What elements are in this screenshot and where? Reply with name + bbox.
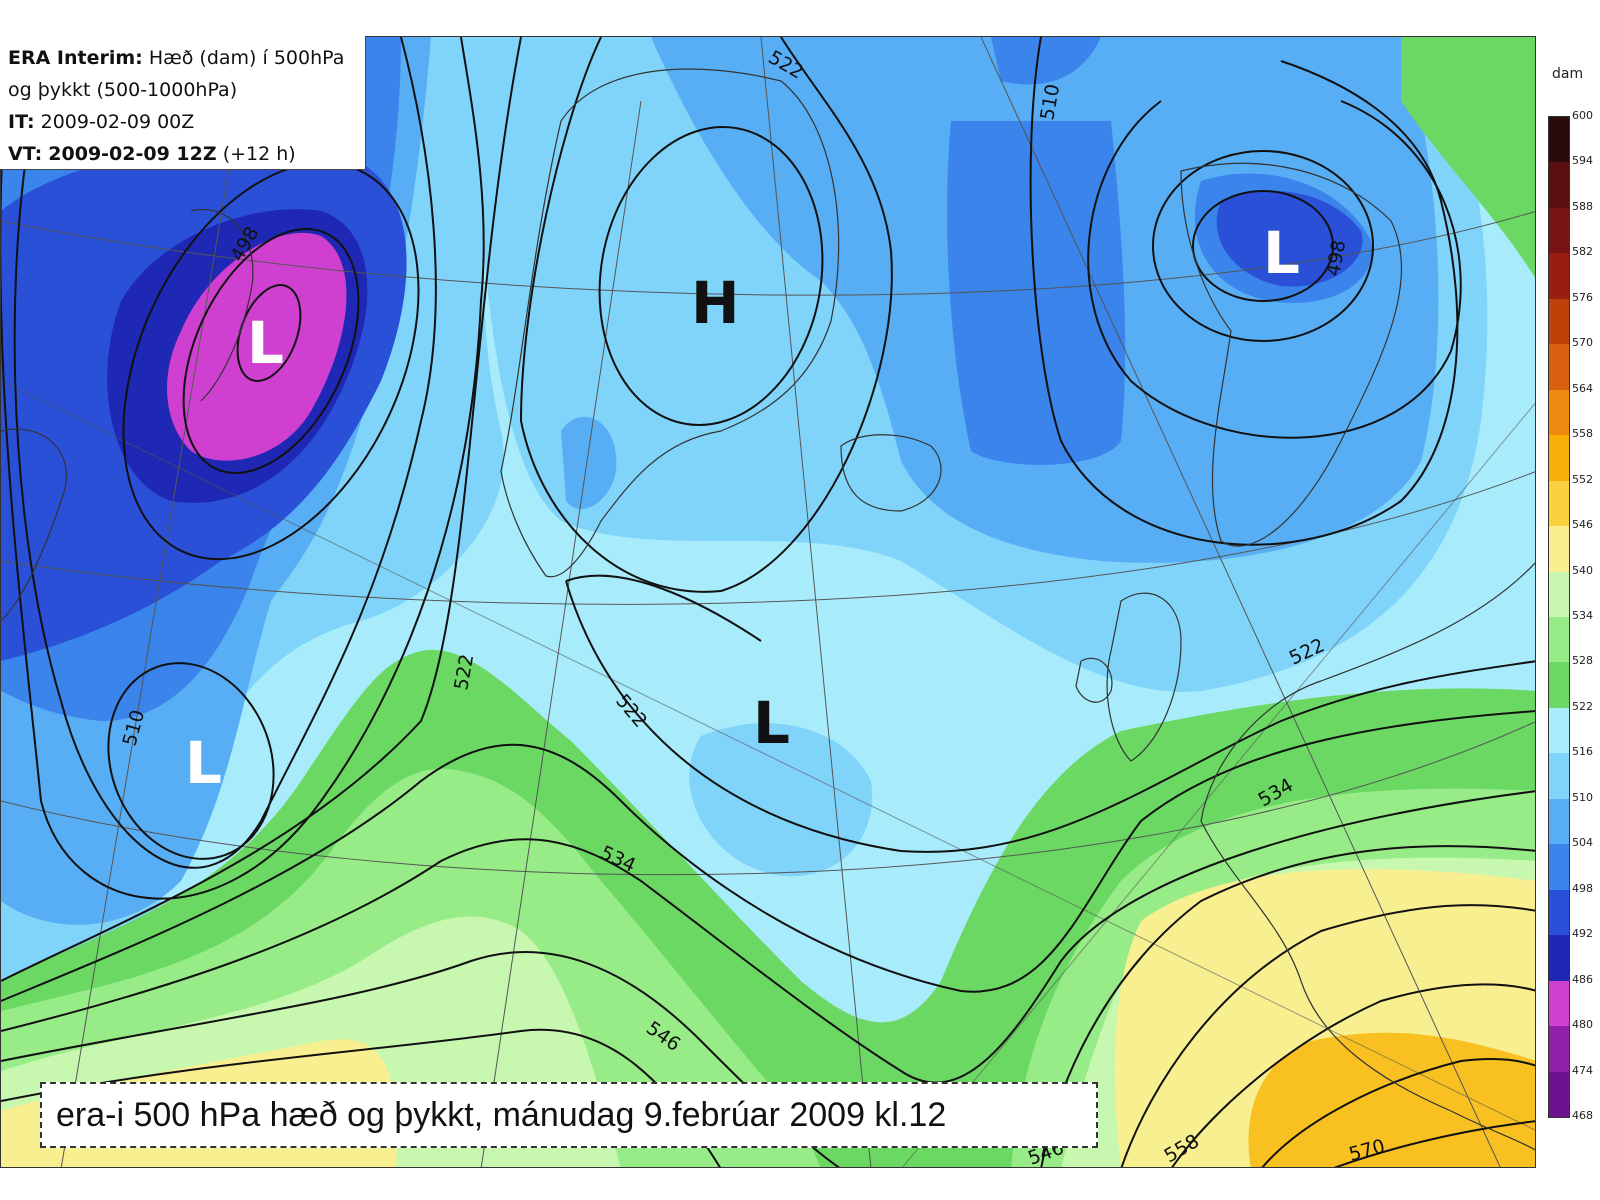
legend-swatch	[1549, 707, 1569, 754]
legend-swatch	[1549, 344, 1569, 390]
legend-tick-label: 552	[1572, 472, 1593, 486]
legend-swatch	[1549, 798, 1569, 845]
field-510-greenland	[561, 416, 617, 510]
legend-tick-label: 600	[1572, 109, 1593, 122]
coast-greenland	[500, 68, 840, 578]
field-528-ne	[1401, 37, 1535, 278]
legend-swatch	[1549, 616, 1569, 663]
legend-swatch	[1549, 980, 1569, 1027]
contour-516-sw	[107, 662, 275, 860]
low-symbol: L	[247, 309, 284, 377]
caption-text: era-i 500 hPa hæð og þykkt, mánudag 9.fe…	[56, 1096, 947, 1134]
legend-tick-label: 570	[1572, 336, 1593, 350]
legend-swatch	[1549, 162, 1569, 208]
info-box: ERA Interim: Hæð (dam) í 500hPa og þykkt…	[0, 36, 366, 170]
legend-tick-label: 498	[1572, 881, 1593, 895]
low-symbol: L	[1263, 219, 1300, 287]
legend-tick-label: 504	[1572, 836, 1593, 850]
contour-510-north	[1029, 37, 1459, 546]
height-contours	[1, 37, 1535, 1167]
legend-tick-label: 480	[1572, 1018, 1593, 1032]
map-panel: 522 510 498 522 522 534 546 498 522 534 …	[0, 36, 1536, 1168]
coast-ireland	[1075, 657, 1113, 703]
legend-tick-label: 468	[1572, 1109, 1593, 1122]
legend-swatch	[1549, 480, 1569, 527]
coast-britain	[1106, 592, 1182, 762]
legend-swatch	[1549, 889, 1569, 936]
legend-swatch	[1549, 753, 1569, 799]
legend-swatch	[1549, 662, 1569, 708]
contour-558-east	[1171, 983, 1535, 1167]
legend-swatch	[1549, 207, 1569, 254]
info-line-it: IT: 2009-02-09 00Z	[8, 111, 195, 133]
legend-swatch	[1549, 526, 1569, 572]
legend-tick-label: 486	[1572, 972, 1593, 986]
coastlines	[1, 68, 1535, 1151]
legend-tick-label: 522	[1572, 699, 1593, 713]
coast-europe	[1200, 562, 1535, 1151]
legend-swatch	[1549, 298, 1569, 345]
legend-swatch	[1549, 571, 1569, 617]
legend-swatch	[1549, 117, 1569, 163]
contour-492	[182, 227, 360, 475]
map-canvas: 522 510 498 522 522 534 546 498 522 534 …	[1, 37, 1535, 1167]
contour-H	[598, 126, 824, 426]
field-504-north	[991, 37, 1101, 85]
legend-swatch	[1549, 253, 1569, 299]
coast-baffin	[190, 208, 254, 402]
legend-tick-label: 516	[1572, 745, 1593, 759]
high-symbol: H	[691, 269, 740, 337]
legend-unit: dam	[1552, 66, 1584, 82]
contour-498	[122, 161, 420, 561]
legend-swatch	[1549, 435, 1569, 481]
legend-tick-label: 510	[1572, 790, 1593, 804]
coast-canada	[1, 428, 67, 622]
legend-swatch	[1549, 935, 1569, 981]
legend-tick-label: 528	[1572, 654, 1593, 668]
legend-swatch	[1549, 1071, 1569, 1117]
contour-552-east	[1120, 904, 1535, 1167]
caption-box: era-i 500 hPa hæð og þykkt, mánudag 9.fe…	[40, 1082, 1098, 1148]
contour-498-scand	[1192, 190, 1334, 302]
legend-tick-label: 594	[1572, 154, 1593, 168]
info-line-1: ERA Interim: Hæð (dam) í 500hPa	[8, 47, 345, 69]
legend-tick-label: 564	[1572, 381, 1593, 395]
contour-522-central	[565, 580, 1535, 853]
color-legend	[1548, 116, 1570, 1118]
legend-tick-label: 492	[1572, 927, 1593, 941]
legend-tick-label: 588	[1572, 199, 1593, 213]
contour-516-greenland	[519, 37, 893, 593]
field-516-central	[689, 723, 873, 877]
contour-546	[1, 1028, 721, 1167]
legend-swatch	[1549, 1026, 1569, 1072]
low-symbol: L	[753, 689, 790, 757]
legend-tick-label: 546	[1572, 518, 1593, 532]
contour-522-loop	[565, 574, 762, 642]
contour-522-west	[1, 37, 522, 982]
info-line-2: og þykkt (500-1000hPa)	[8, 79, 238, 101]
field-486	[167, 232, 347, 461]
legend-tick-label: 558	[1572, 427, 1593, 441]
legend-tick-label: 540	[1572, 563, 1593, 577]
low-symbol: L	[185, 729, 222, 797]
legend-swatch	[1549, 844, 1569, 890]
contour-570-east	[1333, 1120, 1535, 1167]
coast-scandinavia	[1180, 162, 1403, 547]
coast-iceland	[840, 434, 942, 512]
legend-tick-label: 534	[1572, 609, 1593, 622]
legend-swatch	[1549, 389, 1569, 436]
info-line-vt: VT: 2009-02-09 12Z (+12 h)	[8, 143, 296, 165]
contour-534	[1, 790, 1535, 1084]
field-498-scand	[1216, 191, 1363, 287]
contour-504-scand	[1152, 150, 1374, 342]
contour-516-scand	[1087, 100, 1462, 439]
contour-546-east	[1040, 845, 1535, 1167]
legend-tick-label: 576	[1572, 290, 1593, 304]
contour-510-west	[1, 37, 485, 900]
legend-tick-label: 474	[1572, 1063, 1593, 1077]
legend-tick-label: 582	[1572, 245, 1593, 259]
contour-528	[1, 710, 1535, 1002]
contour-564-east	[1261, 1057, 1535, 1167]
